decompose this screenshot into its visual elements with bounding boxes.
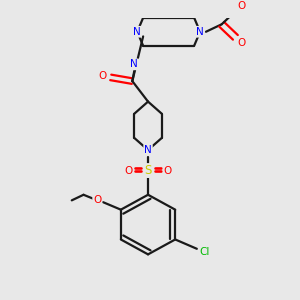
Text: N: N [196, 27, 204, 37]
Text: N: N [130, 59, 138, 69]
Text: N: N [144, 145, 152, 155]
Text: S: S [144, 164, 152, 177]
Text: O: O [237, 38, 245, 48]
Text: N: N [134, 27, 141, 37]
Text: O: O [164, 166, 172, 176]
Text: Cl: Cl [200, 247, 210, 256]
Text: O: O [124, 166, 133, 176]
Text: O: O [99, 71, 107, 82]
Text: O: O [93, 195, 101, 206]
Text: O: O [237, 1, 245, 11]
